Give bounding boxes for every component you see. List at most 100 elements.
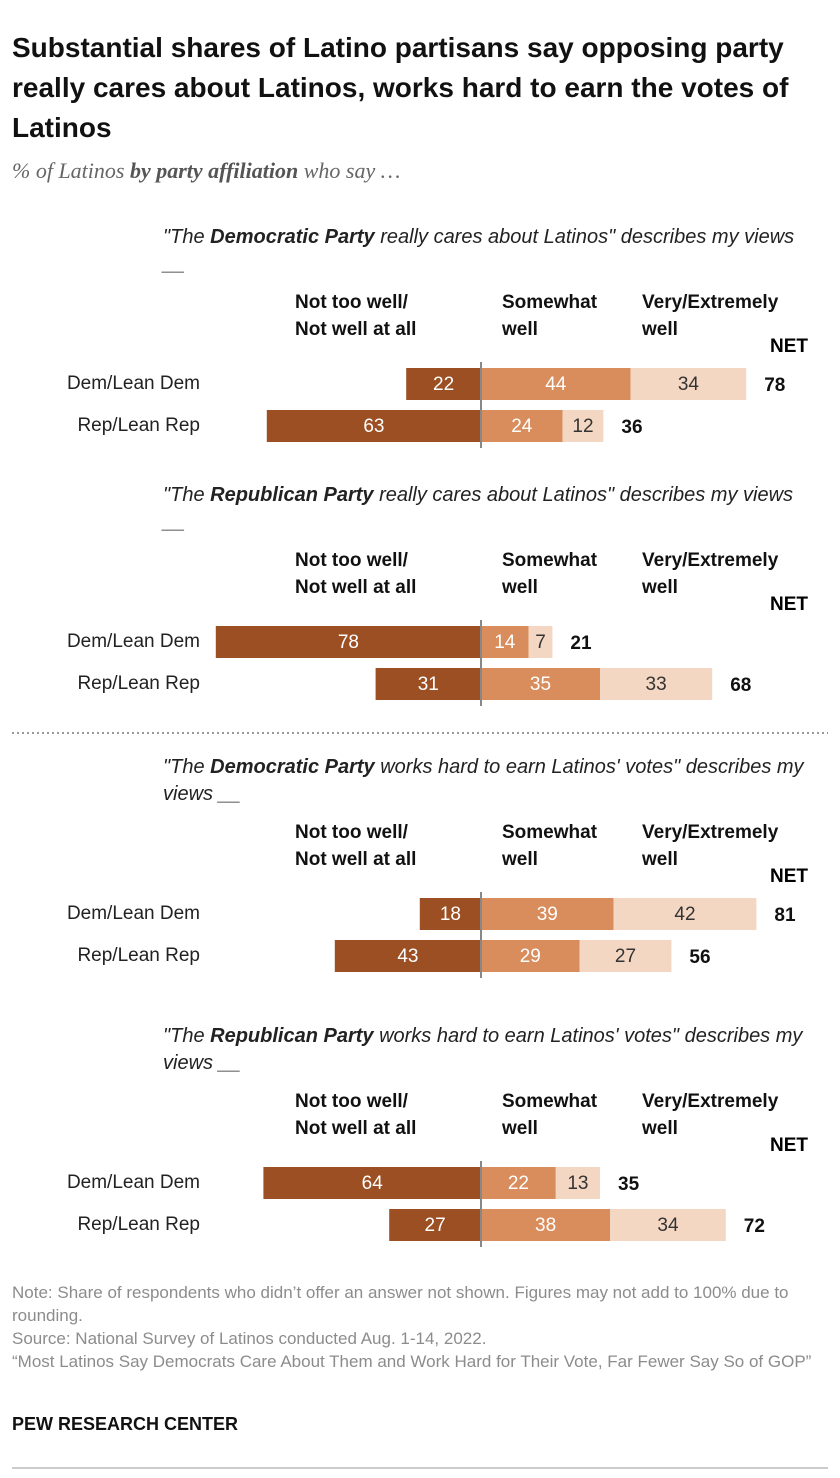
panel-title-part: really cares about Latinos" describes my… <box>163 226 795 275</box>
legend-label: Not too well/ Not well at all <box>295 1091 417 1139</box>
bar <box>419 898 481 930</box>
panel-title-part: Democratic Party <box>210 226 375 248</box>
legend-label: Very/Extremely well <box>642 822 779 870</box>
bar <box>481 1209 611 1241</box>
bar <box>481 898 614 930</box>
net-value: 36 <box>621 417 642 438</box>
value-label: 27 <box>425 1215 446 1236</box>
row-label: Rep/Lean Rep <box>77 673 200 694</box>
net-value: 72 <box>744 1216 765 1237</box>
value-label: 18 <box>440 904 461 925</box>
bar <box>555 1167 600 1199</box>
bar <box>481 368 631 400</box>
value-label: 39 <box>537 904 558 925</box>
panel-title: "The Democratic Party really cares about… <box>163 224 813 278</box>
panel-title-part: really cares about Latinos" describes my… <box>163 484 794 533</box>
legend-label: Not too well/ Not well at all <box>295 292 417 340</box>
net-header: NET <box>770 1135 808 1156</box>
bar <box>600 668 713 700</box>
bar <box>334 940 481 972</box>
value-label: 33 <box>646 674 667 695</box>
legend-label: Very/Extremely well <box>642 1091 779 1139</box>
net-header: NET <box>770 594 808 615</box>
panel-title-part: Republican Party <box>210 1025 374 1047</box>
bar <box>481 1167 556 1199</box>
value-label: 78 <box>338 632 359 653</box>
bar <box>263 1167 481 1199</box>
panel-title-part: "The <box>163 484 211 506</box>
net-header: NET <box>770 336 808 357</box>
value-label: 34 <box>657 1215 679 1236</box>
bar <box>562 410 604 442</box>
subtitle-part: who say … <box>298 158 401 183</box>
note: Source: National Survey of Latinos condu… <box>12 1329 487 1348</box>
notes: Note: Share of respondents who didn’t of… <box>12 1281 827 1373</box>
legend-label: Somewhat well <box>502 292 598 340</box>
legend-label: Somewhat well <box>502 822 598 870</box>
panel-title: "The Republican Party really cares about… <box>163 482 813 536</box>
subtitle: % of Latinos by party affiliation who sa… <box>12 158 400 184</box>
net-value: 21 <box>570 633 592 654</box>
bar <box>630 368 747 400</box>
panel-title-part: Democratic Party <box>210 756 375 778</box>
panel-title-part: "The <box>163 756 211 778</box>
value-label: 12 <box>572 416 593 437</box>
value-label: 22 <box>508 1173 529 1194</box>
row-label: Dem/Lean Dem <box>67 1172 200 1193</box>
bar <box>610 1209 726 1241</box>
legend-label: Somewhat well <box>502 1091 598 1139</box>
bar <box>481 668 600 700</box>
panel-title-part: Republican Party <box>210 484 374 506</box>
legend-label: Not too well/ Not well at all <box>295 822 417 870</box>
legend-label: Very/Extremely well <box>642 292 779 340</box>
row-label: Dem/Lean Dem <box>67 631 200 652</box>
value-label: 29 <box>520 946 541 967</box>
net-value: 35 <box>618 1174 640 1195</box>
panel-title: "The Republican Party works hard to earn… <box>163 1023 813 1077</box>
subtitle-part: by party affiliation <box>129 158 299 183</box>
row-label: Dem/Lean Dem <box>67 903 200 924</box>
value-label: 7 <box>535 632 546 653</box>
value-label: 22 <box>433 374 454 395</box>
value-label: 63 <box>363 416 384 437</box>
legend-label: Not too well/ Not well at all <box>295 550 417 598</box>
net-value: 68 <box>730 675 751 696</box>
panel-title-part: "The <box>163 1025 211 1047</box>
row-label: Rep/Lean Rep <box>77 415 200 436</box>
bar <box>579 940 672 972</box>
value-label: 38 <box>535 1215 556 1236</box>
bar <box>481 410 563 442</box>
net-header: NET <box>770 866 808 887</box>
value-label: 35 <box>530 674 551 695</box>
footer: PEW RESEARCH CENTER <box>12 1414 239 1434</box>
value-label: 34 <box>678 374 700 395</box>
panel-title-part: works hard to earn Latinos' votes" descr… <box>163 1025 803 1074</box>
value-label: 31 <box>418 674 439 695</box>
note: “Most Latinos Say Democrats Care About T… <box>12 1352 812 1371</box>
net-value: 78 <box>764 375 785 396</box>
net-value: 56 <box>689 947 710 968</box>
note: Note: Share of respondents who didn’t of… <box>12 1283 789 1325</box>
bar <box>215 626 482 658</box>
panel-title-part: works hard to earn Latinos' votes" descr… <box>163 756 804 805</box>
value-label: 43 <box>397 946 418 967</box>
bar <box>528 626 553 658</box>
row-label: Rep/Lean Rep <box>77 945 200 966</box>
bar <box>481 940 580 972</box>
panel-title-part: "The <box>163 226 211 248</box>
bar <box>406 368 481 400</box>
bar <box>375 668 481 700</box>
value-label: 64 <box>362 1173 384 1194</box>
value-label: 44 <box>545 374 567 395</box>
net-value: 81 <box>774 905 796 926</box>
row-label: Dem/Lean Dem <box>67 373 200 394</box>
value-label: 42 <box>674 904 695 925</box>
value-label: 14 <box>494 632 516 653</box>
legend-label: Very/Extremely well <box>642 550 779 598</box>
bar <box>481 626 529 658</box>
legend-label: Somewhat well <box>502 550 598 598</box>
row-label: Rep/Lean Rep <box>77 1214 200 1235</box>
value-label: 27 <box>615 946 636 967</box>
